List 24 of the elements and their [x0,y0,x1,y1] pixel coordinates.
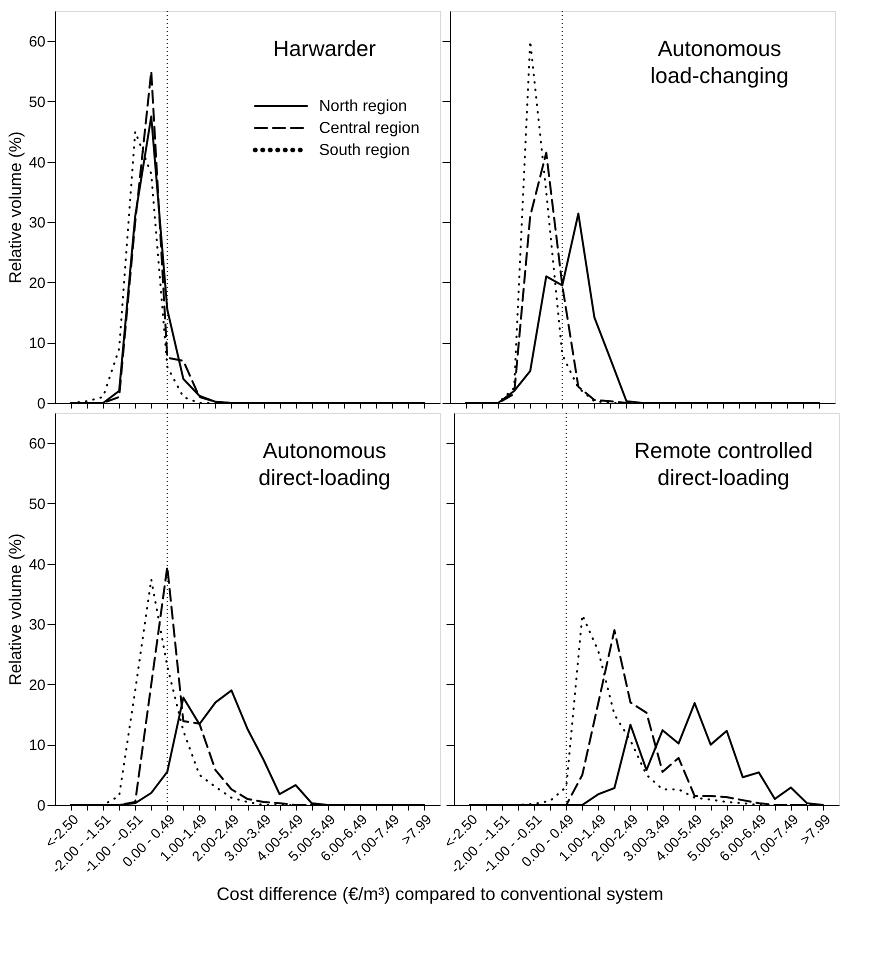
text: Remote controlled direct-loading [634,438,813,490]
y-axis-title: Relative volume (%) [6,131,25,284]
y-tick-label: 30 [28,616,46,634]
legend-label: North region [319,98,408,115]
y-tick-label: 40 [28,154,46,172]
y-tick-label: 20 [28,274,46,292]
text: Harwarder [273,36,376,61]
text: Autonomous direct-loading [258,438,391,490]
y-tick-label: 40 [28,556,46,574]
y-tick-label: 0 [37,798,46,814]
y-tick-label: 60 [28,34,46,51]
y-tick-label: 10 [28,737,46,754]
y-tick-label: 0 [37,396,46,412]
y-tick-label: 50 [28,94,46,111]
text: Autonomous load-changing [650,36,789,88]
y-tick-label: 30 [28,214,46,232]
x-axis-title: Cost difference (€/m³) compared to conventional system [216,884,664,904]
legend-label: Central region [319,120,420,137]
y-tick-label: 10 [28,335,46,352]
y-tick-label: 20 [28,676,46,694]
legend-label: South region [319,142,410,159]
y-axis-title: Relative volume (%) [6,533,25,686]
y-tick-label: 50 [28,496,46,513]
y-tick-label: 60 [28,436,46,453]
